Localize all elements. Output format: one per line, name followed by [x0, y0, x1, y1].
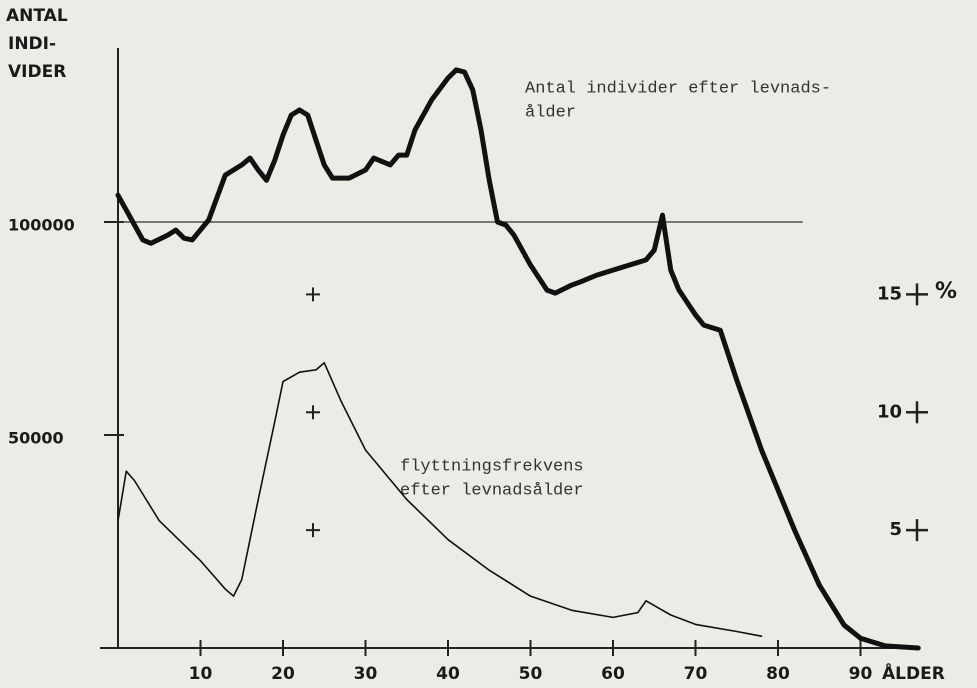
annotation: ålder	[525, 103, 576, 122]
y-tick-label: 100000	[8, 216, 75, 235]
line-series	[117, 361, 763, 638]
y2-tick-label: 5	[889, 519, 902, 540]
y-axis-label: INDI-	[8, 34, 56, 54]
annotation: Antal individer efter levnads-	[525, 79, 831, 98]
x-tick-label: 80	[766, 664, 790, 684]
x-tick-label: 30	[354, 664, 378, 684]
x-tick-label: 50	[519, 664, 543, 684]
y-axis-label: ANTAL	[6, 6, 68, 26]
y2-axis-label: %	[935, 279, 957, 304]
x-tick-label: 20	[271, 664, 295, 684]
y-axis-label: VIDER	[8, 62, 66, 82]
x-axis-label: ÅLDER	[882, 661, 945, 684]
y2-tick-label: 10	[877, 401, 902, 422]
x-tick-label: 90	[849, 664, 873, 684]
annotation: efter levnadsålder	[400, 481, 584, 500]
x-tick-label: 40	[436, 664, 460, 684]
x-tick-label: 10	[189, 664, 213, 684]
x-tick-label: 70	[684, 664, 708, 684]
y-tick-label: 50000	[8, 429, 64, 448]
y2-tick-label: 15	[877, 283, 902, 304]
annotation: flyttningsfrekvens	[400, 457, 584, 476]
x-tick-label: 60	[601, 664, 625, 684]
line-series	[115, 67, 921, 651]
